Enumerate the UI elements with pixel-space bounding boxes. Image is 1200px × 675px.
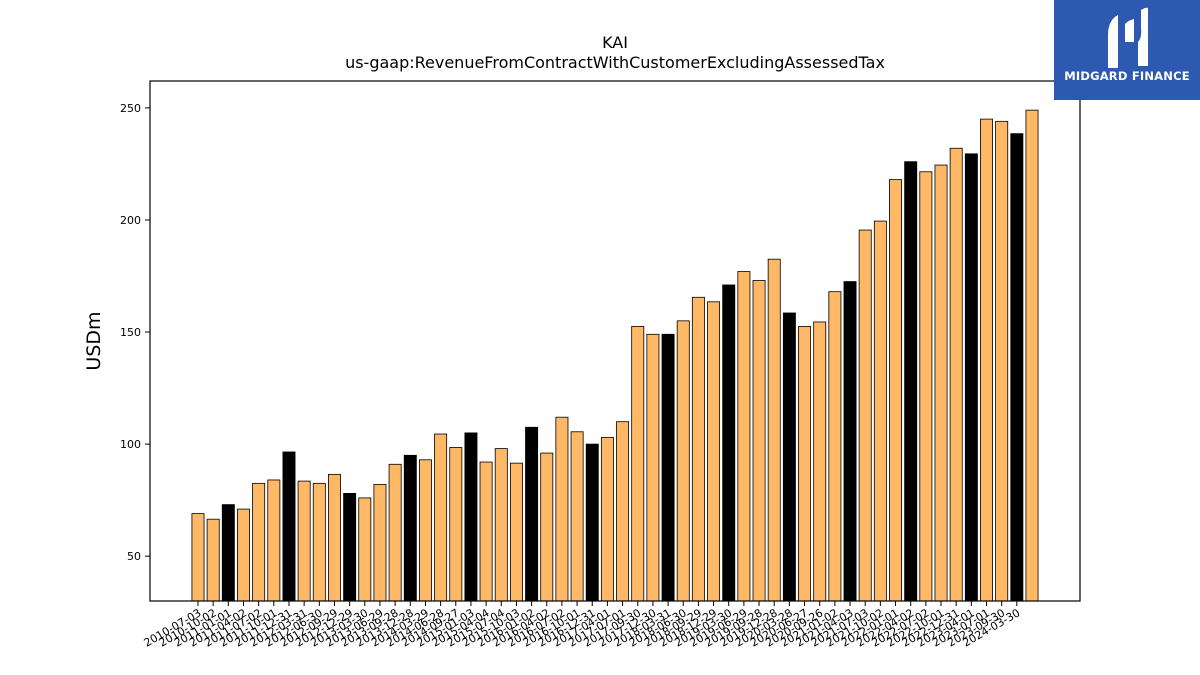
bar-2022-07-02 bbox=[919, 171, 933, 602]
bar-2019-12-28 bbox=[767, 258, 781, 602]
bar-2010-10-02 bbox=[206, 518, 220, 602]
y-axis-ticks: 50 100 150 200 250 bbox=[120, 102, 150, 563]
y-axis-label: USDm bbox=[83, 311, 105, 370]
bar-2017-04-01 bbox=[600, 436, 614, 602]
bar-2017-12-30 bbox=[646, 333, 660, 602]
bar-2020-06-27 bbox=[798, 326, 812, 602]
bar-2021-04-03 bbox=[843, 281, 857, 602]
bar-2018-06-30 bbox=[676, 320, 690, 602]
bar-2022-12-31 bbox=[949, 147, 963, 602]
bar-2015-07-04 bbox=[494, 448, 508, 602]
bar-2022-04-02 bbox=[904, 161, 918, 602]
bar-2015-10-03 bbox=[509, 462, 523, 602]
bar-2022-01-01 bbox=[889, 179, 902, 602]
bar-2013-03-30 bbox=[358, 497, 372, 602]
bar-2023-04-01 bbox=[964, 153, 978, 602]
bar-2021-07-03 bbox=[858, 229, 872, 602]
bar-2020-03-28 bbox=[782, 312, 796, 602]
bar-2015-01-03 bbox=[464, 432, 478, 602]
x-axis-ticks: 2010-07-032010-10-022011-01-012011-04-02… bbox=[142, 601, 1022, 650]
brand-logo: MIDGARD FINANCE bbox=[1054, 0, 1200, 100]
bar-2010-07-03 bbox=[191, 513, 205, 602]
bar-2017-07-01 bbox=[616, 421, 630, 602]
bar-2017-09-30 bbox=[631, 326, 645, 602]
bar-2011-01-01 bbox=[221, 504, 235, 602]
bar-2013-09-28 bbox=[388, 463, 402, 602]
bar-2023-07-01 bbox=[980, 118, 993, 602]
bar-2020-09-26 bbox=[813, 321, 827, 602]
y-tick-label: 50 bbox=[127, 550, 141, 563]
bar-2023-09-30 bbox=[995, 120, 1009, 602]
bar-2012-06-30 bbox=[312, 482, 326, 602]
logo-text: MIDGARD FINANCE bbox=[1064, 69, 1190, 83]
bar-2022-10-01 bbox=[934, 164, 948, 602]
bar-2019-03-30 bbox=[722, 284, 736, 602]
bar-2016-12-31 bbox=[585, 443, 599, 602]
y-tick-label: 100 bbox=[120, 438, 141, 451]
bar-undefined bbox=[1025, 109, 1039, 602]
bar-2012-12-29 bbox=[343, 493, 357, 602]
bar-2012-09-29 bbox=[328, 473, 341, 602]
bar-2016-04-02 bbox=[540, 452, 554, 602]
bar-2021-01-02 bbox=[828, 291, 842, 602]
chart-title: KAI bbox=[602, 33, 628, 52]
bar-2011-07-02 bbox=[252, 482, 266, 602]
bar-2016-10-01 bbox=[570, 431, 584, 602]
bar-2011-10-01 bbox=[267, 479, 281, 602]
plot-frame bbox=[149, 80, 1081, 602]
bar-2012-03-31 bbox=[297, 480, 311, 602]
bar-2021-10-02 bbox=[873, 220, 887, 602]
bar-2011-04-02 bbox=[237, 508, 250, 602]
bar-2014-03-29 bbox=[418, 459, 432, 602]
bar-2018-12-29 bbox=[707, 301, 721, 602]
midgard-logo-icon bbox=[1108, 7, 1148, 68]
bars-group bbox=[191, 109, 1039, 602]
bar-2015-04-04 bbox=[479, 461, 493, 602]
bar-2013-12-28 bbox=[403, 454, 417, 602]
y-tick-label: 150 bbox=[120, 326, 141, 339]
chart-subtitle: us-gaap:RevenueFromContractWithCustomerE… bbox=[345, 53, 885, 72]
y-tick-label: 250 bbox=[120, 102, 141, 115]
bar-2024-03-30 bbox=[1010, 133, 1024, 602]
bar-2018-03-31 bbox=[661, 333, 675, 602]
bar-2014-09-27 bbox=[449, 447, 463, 602]
bar-2016-01-02 bbox=[525, 426, 539, 602]
bar-2014-06-28 bbox=[434, 433, 448, 602]
bar-2011-12-31 bbox=[282, 451, 296, 602]
y-tick-label: 200 bbox=[120, 214, 141, 227]
bar-2013-06-29 bbox=[373, 484, 387, 602]
bar-2016-07-02 bbox=[555, 416, 569, 602]
bar-2018-09-29 bbox=[691, 296, 705, 602]
bar-2019-09-28 bbox=[752, 280, 766, 602]
bar-2019-06-29 bbox=[737, 271, 751, 602]
